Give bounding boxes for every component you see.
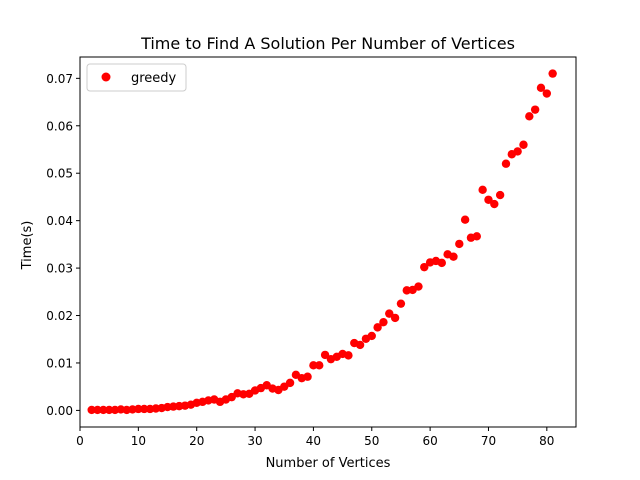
data-point <box>455 239 464 249</box>
data-point <box>344 351 353 360</box>
data-point <box>309 361 318 370</box>
data-point <box>460 215 470 224</box>
x-tick-label: 40 <box>306 434 321 448</box>
y-tick-label: 0.00 <box>46 404 73 418</box>
y-tick-label: 0.04 <box>46 214 73 228</box>
data-point <box>104 405 114 415</box>
data-point <box>385 309 394 318</box>
data-point <box>414 282 423 291</box>
data-point <box>478 185 487 195</box>
legend-marker-greedy <box>101 72 111 82</box>
data-point <box>513 147 522 156</box>
data-point <box>490 199 499 209</box>
data-point <box>525 112 534 121</box>
data-point <box>87 405 96 415</box>
data-point <box>420 262 429 272</box>
data-point <box>472 232 481 241</box>
data-point <box>379 317 388 327</box>
data-point <box>93 405 102 415</box>
x-axis-label: Number of Vertices <box>266 456 391 471</box>
x-tick-label: 50 <box>364 434 379 448</box>
data-point <box>530 105 540 114</box>
data-point <box>367 331 376 341</box>
y-tick-label: 0.01 <box>46 356 73 370</box>
data-point <box>542 89 552 98</box>
axes-frame <box>79 56 577 428</box>
chart-title: Time to Find A Solution Per Number of Ve… <box>140 34 515 53</box>
x-tick-label: 60 <box>422 434 437 448</box>
data-point <box>134 404 143 414</box>
data-point <box>536 83 546 93</box>
data-point <box>396 299 406 308</box>
plot-area: 0 10 20 30 40 50 60 70 80 0.00 0.01 0.02 0.03 0.04 0.0… <box>46 56 577 448</box>
y-tick-label: 0.03 <box>46 262 73 276</box>
data-point <box>437 258 446 268</box>
x-tick-label: 80 <box>539 434 554 448</box>
data-point <box>285 378 295 388</box>
data-point <box>315 361 324 370</box>
y-tick-label: 0.05 <box>46 167 73 181</box>
legend: greedy <box>86 63 187 92</box>
data-point <box>548 69 557 78</box>
data-point <box>449 252 458 261</box>
data-point <box>501 159 511 168</box>
data-point <box>139 404 149 414</box>
y-tick-label: 0.06 <box>46 119 73 133</box>
data-point <box>355 340 365 350</box>
y-axis-label: Time(s) <box>20 221 35 271</box>
data-point <box>495 190 505 200</box>
legend-label-greedy: greedy <box>131 71 177 86</box>
legend-frame <box>86 63 187 92</box>
data-point <box>484 195 493 204</box>
y-tick-label: 0.07 <box>46 72 73 86</box>
data-point <box>99 405 108 415</box>
data-point <box>390 313 400 323</box>
data-point <box>373 323 382 332</box>
data-point <box>320 350 330 360</box>
x-tick-label: 0 <box>76 434 84 448</box>
y-tick-label: 0.02 <box>46 309 73 323</box>
x-tick-label: 70 <box>481 434 496 448</box>
x-tick-label: 30 <box>247 434 262 448</box>
x-tick-label: 20 <box>189 434 204 448</box>
data-point <box>303 372 312 381</box>
x-tick-label: 10 <box>131 434 146 448</box>
data-point <box>519 140 528 149</box>
